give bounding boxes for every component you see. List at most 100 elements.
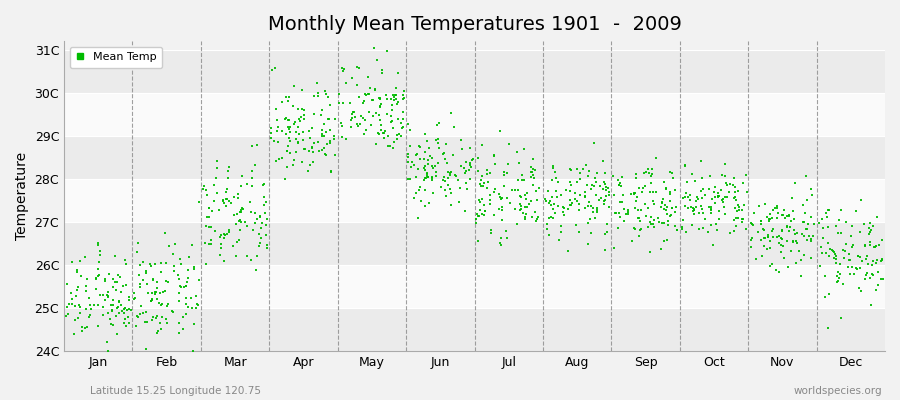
Point <box>245 168 259 174</box>
Point <box>344 117 358 123</box>
Point <box>382 143 397 149</box>
Point <box>427 190 441 196</box>
Point <box>483 230 498 236</box>
Point <box>668 223 682 229</box>
Point <box>373 96 387 102</box>
Point <box>678 194 692 200</box>
Point <box>452 199 466 205</box>
Point <box>249 267 264 273</box>
Point <box>154 260 168 266</box>
Point <box>405 159 419 166</box>
Point <box>374 101 388 108</box>
Point <box>232 237 247 243</box>
Point <box>526 182 540 188</box>
Point <box>420 157 435 164</box>
Point <box>602 189 616 196</box>
Point <box>774 235 788 241</box>
Point <box>318 88 332 94</box>
Point <box>585 182 599 188</box>
Point <box>240 181 255 188</box>
Point <box>460 186 474 192</box>
Point <box>322 102 337 108</box>
Point <box>568 190 582 197</box>
Point <box>752 203 766 209</box>
Point <box>786 208 800 214</box>
Point <box>685 170 699 177</box>
Point <box>422 200 436 206</box>
Point <box>570 198 584 204</box>
Point <box>663 191 678 198</box>
Point <box>487 211 501 218</box>
Point <box>436 174 451 180</box>
Point <box>704 207 718 213</box>
Point <box>259 222 274 228</box>
Point <box>260 216 274 222</box>
Point <box>407 195 421 201</box>
Point <box>728 204 742 211</box>
Point <box>531 214 545 220</box>
Point <box>800 197 814 203</box>
Point <box>387 139 401 145</box>
Point <box>60 303 75 310</box>
Point <box>465 156 480 162</box>
Point <box>150 327 165 334</box>
Point <box>295 128 310 135</box>
Point <box>738 226 752 232</box>
Point <box>332 90 347 97</box>
Point <box>545 164 560 171</box>
Point <box>794 257 808 263</box>
Point <box>61 301 76 308</box>
Point <box>177 284 192 290</box>
Point <box>679 190 693 196</box>
Point <box>716 204 731 210</box>
Point <box>436 151 450 158</box>
Point <box>321 116 336 122</box>
Point <box>726 175 741 181</box>
Point <box>471 238 485 244</box>
Point <box>221 164 236 170</box>
Point <box>218 232 232 238</box>
Point <box>662 218 676 224</box>
Point <box>229 252 243 259</box>
Point <box>436 150 451 156</box>
Point <box>454 185 468 191</box>
Point <box>867 244 881 250</box>
Point <box>471 168 485 174</box>
Point <box>615 199 629 205</box>
Point <box>389 92 403 98</box>
Point <box>762 244 777 251</box>
Point <box>346 110 360 117</box>
Point <box>739 172 753 178</box>
Point <box>411 215 426 222</box>
Point <box>154 269 168 276</box>
Point <box>123 307 138 314</box>
Point <box>476 212 491 218</box>
Point <box>191 302 205 309</box>
Point <box>706 242 720 248</box>
Point <box>775 228 789 234</box>
Point <box>592 182 607 189</box>
Point <box>694 203 708 210</box>
Point <box>158 288 172 294</box>
Point <box>796 202 811 208</box>
Point <box>762 210 777 217</box>
Point <box>321 94 336 100</box>
Point <box>112 299 126 305</box>
Point <box>599 221 614 227</box>
Point <box>547 201 562 207</box>
Point <box>181 267 195 274</box>
Point <box>868 259 883 266</box>
Point <box>107 253 122 260</box>
Point <box>227 212 241 218</box>
Point <box>590 209 604 215</box>
Point <box>153 290 167 296</box>
Point <box>760 214 774 221</box>
Point <box>231 191 246 197</box>
Point <box>633 227 647 234</box>
Point <box>464 157 479 163</box>
Point <box>446 123 461 130</box>
Point <box>845 244 859 250</box>
Point <box>379 96 393 102</box>
Point <box>597 197 611 204</box>
Point <box>637 183 652 190</box>
